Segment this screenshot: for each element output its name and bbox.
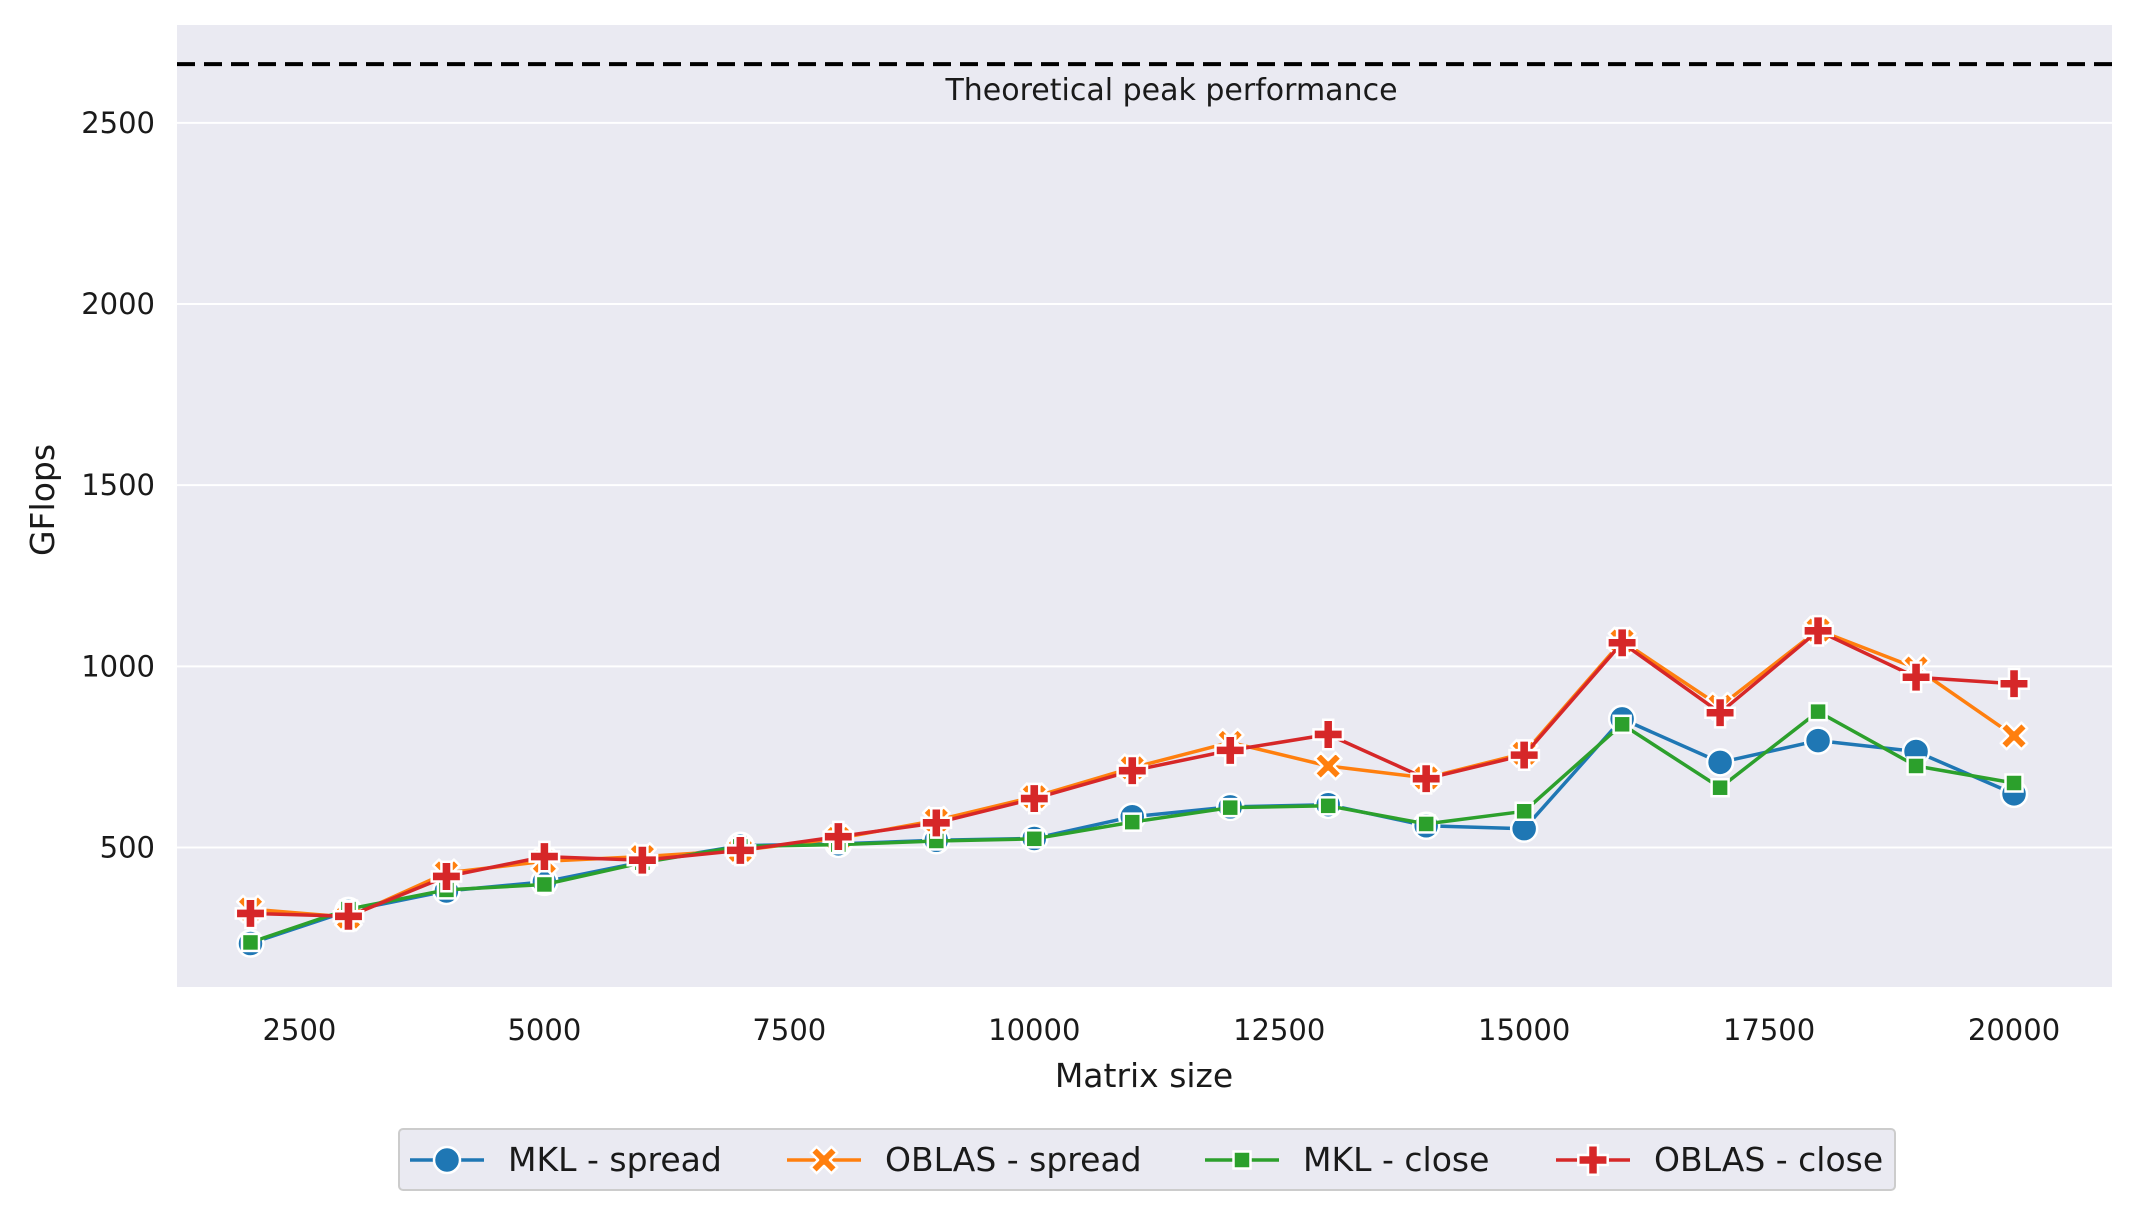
x-tick-label: 12500 bbox=[1233, 1013, 1325, 1047]
data-point-oblas-close bbox=[1606, 626, 1639, 659]
legend-box bbox=[398, 1128, 1896, 1191]
data-point-mkl-close bbox=[1808, 701, 1828, 722]
data-point-mkl-close bbox=[1220, 797, 1240, 818]
series-layer bbox=[234, 614, 2030, 958]
plot-background bbox=[177, 25, 2112, 987]
data-point-mkl-close bbox=[1318, 796, 1338, 816]
legend-label-mkl-spread: MKL - spread bbox=[508, 1140, 722, 1179]
x-tick-label: 10000 bbox=[988, 1013, 1080, 1047]
data-point-oblas-close bbox=[626, 844, 659, 877]
y-tick-label: 2000 bbox=[81, 287, 155, 321]
data-point-oblas-close bbox=[1312, 718, 1345, 751]
legend-marker-oblas-close bbox=[1577, 1144, 1609, 1176]
data-point-oblas-close bbox=[920, 806, 953, 839]
x-tick-label: 5000 bbox=[507, 1013, 581, 1047]
data-point-oblas-close bbox=[724, 834, 757, 867]
y-tick-label: 500 bbox=[100, 831, 155, 865]
y-axis-ticks: 500 1000 1500 2000 2500 bbox=[81, 106, 155, 865]
x-tick-label: 7500 bbox=[752, 1013, 826, 1047]
data-point-oblas-close bbox=[1018, 782, 1051, 815]
y-tick-label: 2500 bbox=[81, 106, 155, 140]
x-tick-label: 17500 bbox=[1723, 1013, 1815, 1047]
data-point-oblas-close bbox=[1704, 696, 1737, 729]
data-point-oblas-close bbox=[234, 897, 267, 930]
data-point-oblas-close bbox=[332, 900, 365, 933]
legend-label-oblas-spread: OBLAS - spread bbox=[885, 1140, 1142, 1179]
legend-marker-mkl-close bbox=[1232, 1150, 1252, 1170]
data-point-oblas-spread bbox=[1313, 751, 1343, 781]
legend-item-mkl-close: MKL - close bbox=[1205, 1140, 1489, 1179]
reference-line-group: Theoretical peak performance bbox=[177, 62, 2112, 108]
x-tick-label: 15000 bbox=[1478, 1013, 1570, 1047]
data-point-oblas-close bbox=[1802, 614, 1835, 647]
legend-marker-mkl-spread bbox=[432, 1145, 462, 1175]
data-point-oblas-close bbox=[1508, 739, 1541, 772]
data-point-mkl-close bbox=[2004, 773, 2024, 793]
data-point-oblas-close bbox=[1900, 661, 1933, 694]
legend: MKL - spread OBLAS - spread MKL - close OBL… bbox=[398, 1128, 1896, 1191]
data-point-mkl-close bbox=[534, 874, 555, 895]
data-point-mkl-close bbox=[1710, 777, 1730, 798]
data-point-oblas-close bbox=[822, 820, 855, 853]
data-point-mkl-close bbox=[1612, 714, 1632, 735]
legend-label-mkl-close: MKL - close bbox=[1303, 1140, 1489, 1179]
data-point-mkl-close bbox=[1122, 812, 1143, 832]
y-tick-label: 1500 bbox=[81, 468, 155, 502]
legend-item-mkl-spread: MKL - spread bbox=[410, 1140, 722, 1179]
x-tick-label: 2500 bbox=[263, 1013, 337, 1047]
data-point-oblas-close bbox=[528, 840, 561, 873]
data-point-mkl-close bbox=[1514, 801, 1534, 822]
data-point-oblas-close bbox=[430, 860, 463, 893]
data-point-mkl-spread bbox=[1803, 726, 1833, 755]
data-point-oblas-close bbox=[1116, 754, 1149, 787]
series-oblas-close bbox=[234, 614, 2030, 933]
x-axis-title: Matrix size bbox=[1055, 1056, 1233, 1095]
theoretical-peak-label: Theoretical peak performance bbox=[944, 73, 1397, 108]
data-point-mkl-close bbox=[240, 932, 261, 953]
data-point-mkl-close bbox=[1416, 814, 1436, 834]
data-point-oblas-close bbox=[1998, 667, 2030, 700]
x-axis-ticks: 2500 5000 7500 10000 12500 15000 17500 20000 bbox=[263, 1013, 2061, 1047]
data-point-mkl-close bbox=[1024, 829, 1045, 849]
x-tick-label: 20000 bbox=[1968, 1013, 2060, 1047]
legend-marker-oblas-spread bbox=[809, 1145, 839, 1175]
legend-item-oblas-spread: OBLAS - spread bbox=[787, 1140, 1142, 1179]
data-point-mkl-close bbox=[1906, 756, 1926, 776]
data-point-mkl-spread bbox=[1705, 748, 1735, 777]
y-axis-title: GFlops bbox=[23, 444, 62, 556]
y-tick-label: 1000 bbox=[81, 649, 155, 683]
legend-label-oblas-close: OBLAS - close bbox=[1654, 1140, 1883, 1179]
grid-lines bbox=[177, 121, 2112, 849]
data-point-oblas-spread bbox=[1999, 721, 2029, 751]
legend-item-oblas-close: OBLAS - close bbox=[1556, 1140, 1883, 1179]
data-point-oblas-close bbox=[1214, 734, 1247, 767]
data-point-oblas-close bbox=[1410, 762, 1443, 795]
